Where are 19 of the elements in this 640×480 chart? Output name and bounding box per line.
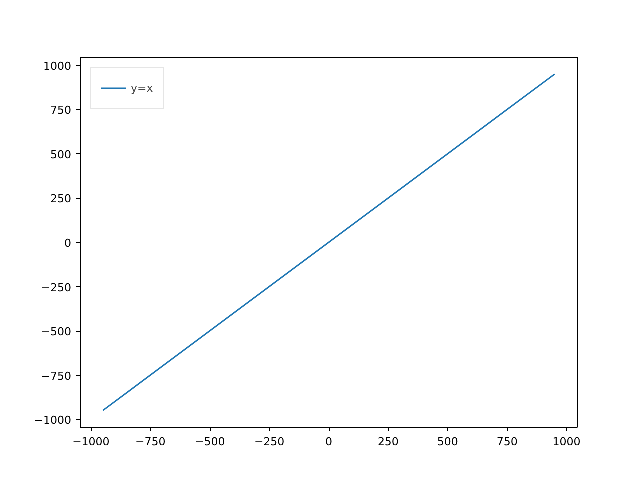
- y-tick-label: −250: [41, 281, 72, 294]
- x-tick-label: 500: [437, 436, 458, 448]
- x-tick-label: 750: [496, 436, 518, 448]
- legend-label: y=x: [131, 82, 154, 94]
- x-tick-label: −750: [136, 436, 166, 448]
- y-tick-label: 1000: [44, 60, 72, 73]
- y-tick-label: 500: [50, 148, 72, 162]
- x-tick-label: 0: [326, 436, 332, 448]
- y-tick-label: 250: [50, 192, 72, 206]
- y-tick-label: −500: [41, 326, 72, 339]
- x-tick-label: −500: [194, 436, 226, 448]
- x-tick-label: 250: [378, 436, 399, 448]
- x-tick-label: −250: [254, 436, 285, 448]
- y-tick-label: 750: [50, 104, 72, 118]
- x-tick-label: −1000: [72, 436, 110, 448]
- y-tick-label: 0: [64, 237, 72, 250]
- y-tick-label: −750: [41, 370, 72, 383]
- x-tick-label: 1000: [552, 436, 581, 448]
- y-tick-label: −1000: [34, 414, 72, 428]
